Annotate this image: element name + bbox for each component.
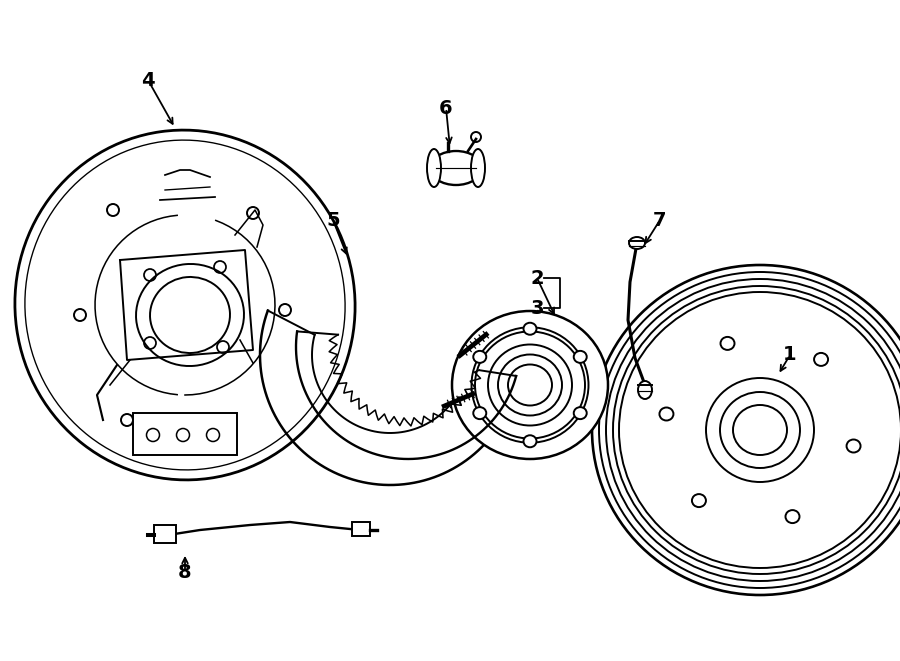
Ellipse shape [573,407,587,419]
Ellipse shape [720,392,800,468]
Ellipse shape [706,378,814,482]
Text: 4: 4 [141,71,155,89]
Text: 7: 7 [653,210,667,229]
Ellipse shape [733,405,787,455]
Ellipse shape [15,130,356,480]
FancyBboxPatch shape [154,525,176,543]
Ellipse shape [847,440,860,453]
FancyBboxPatch shape [352,522,370,536]
Text: 5: 5 [326,210,340,229]
Ellipse shape [427,149,441,187]
Ellipse shape [786,510,799,523]
Ellipse shape [721,337,734,350]
Text: 6: 6 [439,98,453,118]
Ellipse shape [452,311,608,459]
Ellipse shape [524,435,536,447]
Ellipse shape [473,351,486,363]
Ellipse shape [814,353,828,366]
Text: 1: 1 [783,346,796,364]
FancyBboxPatch shape [133,413,237,455]
Ellipse shape [524,323,536,334]
Ellipse shape [638,381,652,399]
Text: 3: 3 [530,299,544,317]
Ellipse shape [430,151,482,185]
Ellipse shape [692,494,706,507]
Ellipse shape [592,265,900,595]
Ellipse shape [629,237,645,249]
Text: 8: 8 [178,563,192,582]
Ellipse shape [660,407,673,420]
Ellipse shape [136,264,244,366]
Text: 2: 2 [530,268,544,288]
Ellipse shape [573,351,587,363]
Ellipse shape [473,407,486,419]
Ellipse shape [471,149,485,187]
